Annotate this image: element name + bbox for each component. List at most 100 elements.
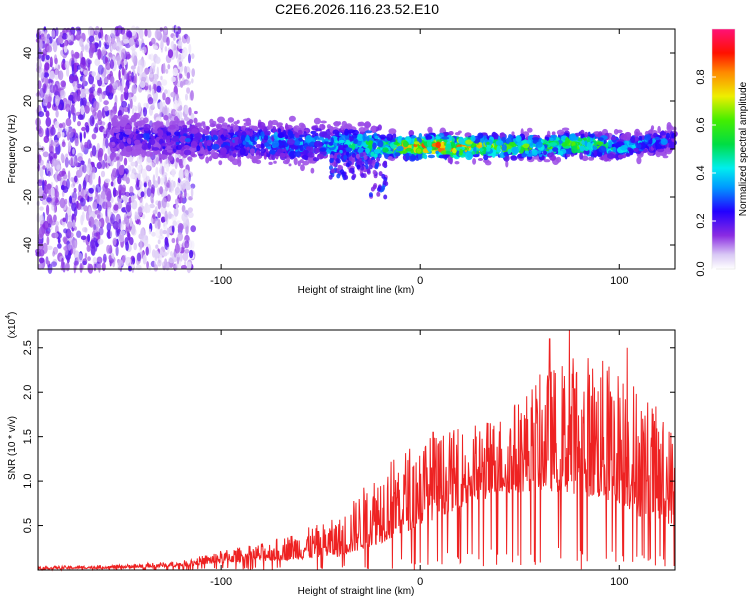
heatmap-cell xyxy=(87,26,94,37)
heatmap-cell xyxy=(139,240,143,251)
heatmap-cell xyxy=(161,197,167,209)
heatmap-cell xyxy=(43,135,50,143)
heatmap-cell xyxy=(374,153,378,158)
heatmap-cell xyxy=(67,221,73,229)
heatmap-cell xyxy=(49,36,53,44)
heatmap-cell xyxy=(268,138,272,144)
heatmap-cell xyxy=(438,154,445,159)
heatmap-cell xyxy=(137,102,142,113)
heatmap-cell xyxy=(105,127,110,139)
heatmap-cell xyxy=(665,147,673,155)
heatmap-cell xyxy=(54,68,59,81)
heatmap-cell xyxy=(102,140,106,152)
heatmap-cell xyxy=(191,68,195,78)
heatmap-cell xyxy=(80,197,86,207)
heatmap-cell xyxy=(97,204,102,212)
heatmap-cell xyxy=(90,244,96,256)
heatmap-cell xyxy=(190,90,194,101)
heatmap-cell xyxy=(427,146,431,153)
heatmap-cell xyxy=(80,105,85,115)
heatmap-cell xyxy=(118,189,122,200)
spectrogram-y-label: Frequency (Hz) xyxy=(7,115,18,184)
heatmap-cell xyxy=(177,40,183,49)
heatmap-cell xyxy=(109,244,112,254)
heatmap-cell xyxy=(157,129,164,138)
heatmap-cell xyxy=(176,118,180,124)
heatmap-cell xyxy=(85,173,89,183)
heatmap-cell xyxy=(185,224,189,235)
heatmap-cell xyxy=(155,157,159,165)
heatmap-cell xyxy=(39,39,43,50)
heatmap-cell xyxy=(122,220,126,225)
heatmap-cell xyxy=(110,75,115,84)
heatmap-cell xyxy=(44,38,50,44)
heatmap-cell xyxy=(175,203,179,210)
heatmap-cell xyxy=(98,32,102,39)
heatmap-cell xyxy=(42,179,45,191)
snr-y-scale-exponent: 4 xyxy=(5,315,12,319)
heatmap-cell xyxy=(54,57,58,65)
heatmap-cell xyxy=(271,140,280,148)
heatmap-cell xyxy=(650,125,655,131)
heatmap-cell xyxy=(441,136,450,140)
heatmap-cell xyxy=(49,70,56,80)
heatmap-cell xyxy=(69,239,76,250)
heatmap-cell xyxy=(163,221,166,227)
heatmap-cell xyxy=(94,58,101,66)
heatmap-cell xyxy=(95,231,99,242)
heatmap-cell xyxy=(69,75,74,81)
heatmap-cell xyxy=(655,144,663,150)
heatmap-cell xyxy=(115,227,119,238)
heatmap-cell xyxy=(155,166,159,178)
heatmap-cell xyxy=(61,132,65,138)
heatmap-cell xyxy=(83,131,86,139)
heatmap-cell xyxy=(136,133,143,141)
heatmap-cell xyxy=(64,126,70,132)
heatmap-cell xyxy=(371,125,377,132)
heatmap-cell xyxy=(177,232,183,242)
heatmap-cell xyxy=(45,110,50,118)
heatmap-cell xyxy=(637,143,642,149)
heatmap-cell xyxy=(353,138,358,145)
heatmap-cell xyxy=(629,148,634,156)
heatmap-cell xyxy=(120,230,126,236)
heatmap-cell xyxy=(364,160,369,165)
heatmap-cell xyxy=(427,126,433,133)
snr-y-tick-label: 1.5 xyxy=(22,429,34,444)
snr-y-label: SNR (10 * v/v) xyxy=(7,416,18,480)
heatmap-cell xyxy=(608,141,612,148)
heatmap-cell xyxy=(112,40,117,50)
heatmap-cell xyxy=(254,136,258,142)
heatmap-cell xyxy=(138,86,143,93)
heatmap-cell xyxy=(131,71,134,82)
heatmap-cell xyxy=(188,43,192,54)
heatmap-cell xyxy=(132,257,135,265)
heatmap-cell xyxy=(571,145,578,154)
heatmap-cell xyxy=(459,148,463,156)
heatmap-cell xyxy=(59,103,62,110)
heatmap-cell xyxy=(180,265,187,270)
heatmap-cell xyxy=(76,230,82,238)
heatmap-cell xyxy=(184,188,187,199)
heatmap-cell xyxy=(266,154,271,158)
heatmap-cell xyxy=(495,140,504,146)
heatmap-cell xyxy=(125,241,129,251)
heatmap-cell xyxy=(454,161,460,165)
heatmap-cell xyxy=(60,263,64,271)
heatmap-cell xyxy=(358,127,366,133)
heatmap-cell xyxy=(170,40,175,50)
heatmap-cell xyxy=(470,135,476,142)
heatmap-cell xyxy=(439,145,446,149)
heatmap-cell xyxy=(87,59,92,65)
heatmap-cell xyxy=(218,152,227,159)
heatmap-cell xyxy=(277,128,282,134)
heatmap-cell xyxy=(170,91,176,98)
heatmap-cell xyxy=(165,68,169,74)
heatmap-cell xyxy=(115,41,122,52)
heatmap-cell xyxy=(110,213,116,225)
heatmap-cell xyxy=(105,162,108,168)
heatmap-cell xyxy=(373,149,382,154)
snr-y-ticks: 0.5 1.0 1.5 2.0 2.5 xyxy=(22,340,675,533)
heatmap-cell xyxy=(110,197,114,204)
heatmap-cell xyxy=(87,256,91,262)
